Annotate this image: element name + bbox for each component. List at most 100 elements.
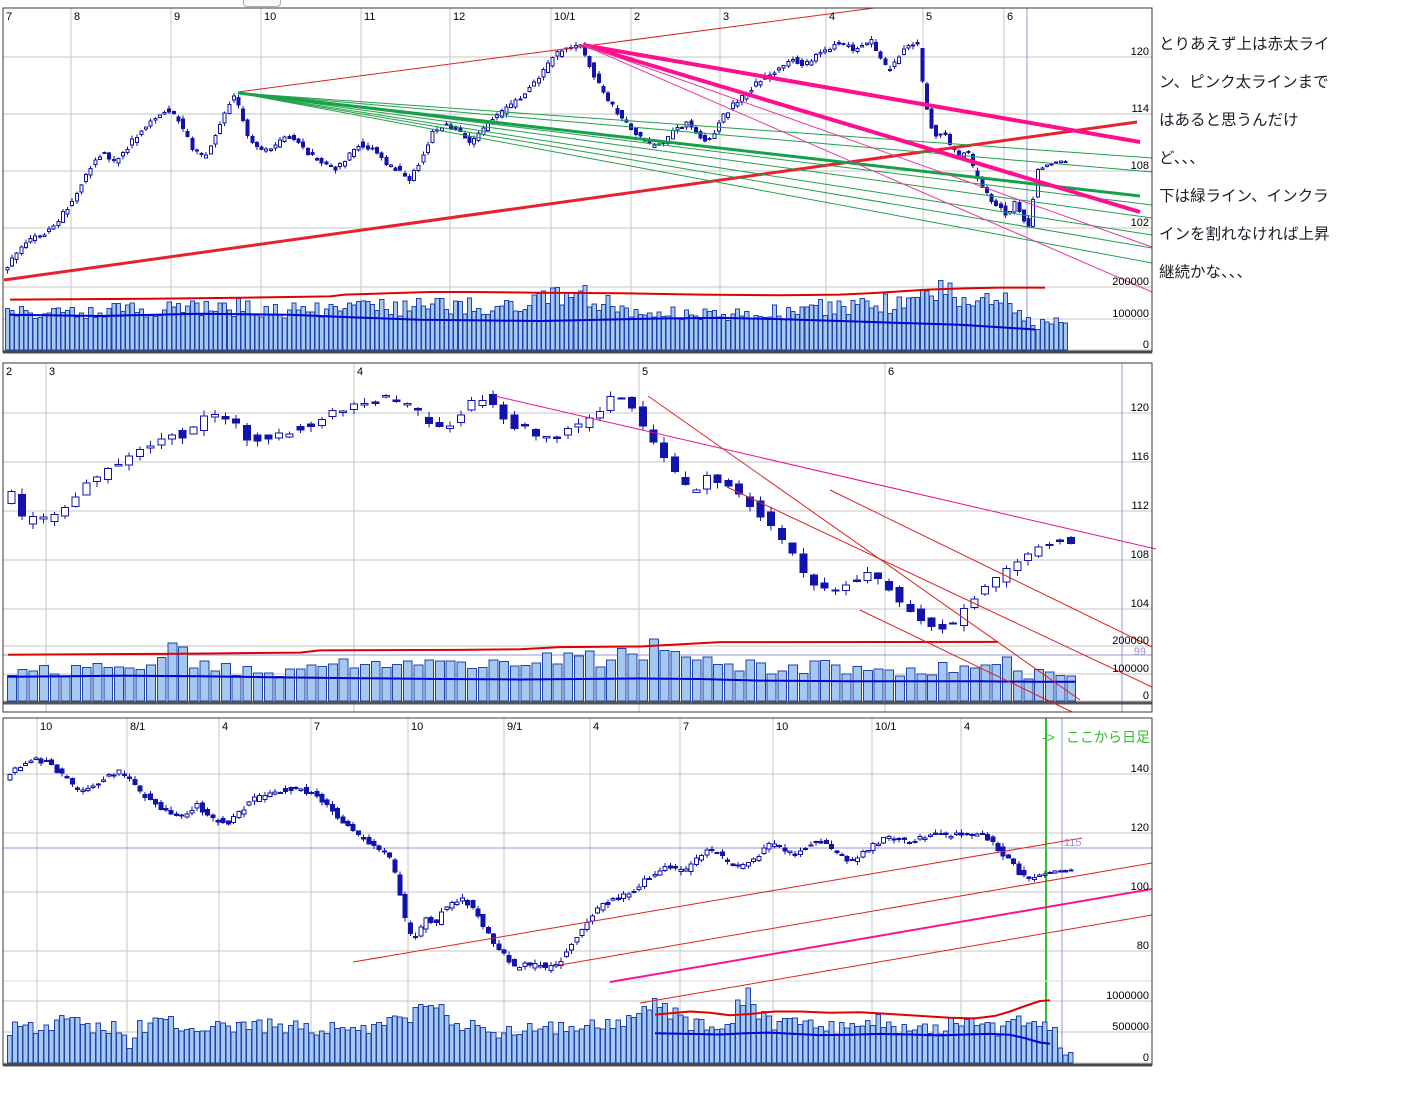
- svg-text:4: 4: [593, 721, 599, 733]
- trend-lines: [494, 395, 1157, 713]
- pink-trend: [609, 888, 1153, 983]
- svg-text:0: 0: [1143, 339, 1149, 351]
- svg-text:120: 120: [1131, 46, 1149, 58]
- svg-text:7: 7: [6, 11, 12, 23]
- top-edge-widget[interactable]: [243, 0, 281, 7]
- svg-text:9: 9: [174, 11, 180, 23]
- trend-lines: [3, 7, 1153, 293]
- price-level-115-label: 115: [1064, 837, 1082, 849]
- svg-text:120: 120: [1131, 822, 1149, 834]
- svg-text:6: 6: [888, 366, 894, 378]
- pink-thick-upper: [582, 43, 1141, 144]
- svg-text:4: 4: [829, 11, 835, 23]
- svg-text:12: 12: [453, 11, 465, 23]
- svg-text:3: 3: [723, 11, 729, 23]
- svg-text:102: 102: [1131, 217, 1149, 229]
- green-fan-2: [237, 92, 1153, 173]
- panel-daily-history: 10 8/1 4 7 10 9/1 4 7 10 10/1 4 140 120 100 80 1000000 5…: [2, 717, 1153, 1067]
- vol-ma-blue: [9, 312, 1036, 331]
- svg-text:6: 6: [1007, 11, 1013, 23]
- gridlines: [3, 718, 1152, 1065]
- panel-frame: [2, 717, 1153, 1066]
- red-thick-support: [3, 120, 1138, 282]
- vol-ma-blue: [654, 1031, 1051, 1045]
- pink-thick-lower: [582, 43, 1141, 214]
- daily-start-label: ここから日足: [1066, 729, 1150, 745]
- green-fan-7: [237, 92, 1153, 264]
- svg-text:2: 2: [634, 11, 640, 23]
- svg-text:2: 2: [6, 366, 12, 378]
- svg-text:5: 5: [642, 366, 648, 378]
- svg-text:9/1: 9/1: [507, 721, 522, 733]
- svg-text:100: 100: [1131, 881, 1149, 893]
- svg-text:8/1: 8/1: [130, 721, 145, 733]
- red-channel-1: [647, 395, 1081, 701]
- pink-thin-2: [582, 44, 1153, 293]
- price-level-99-label: 99: [1133, 646, 1146, 658]
- svg-text:4: 4: [964, 721, 970, 733]
- svg-text:0: 0: [1143, 1052, 1149, 1064]
- pink-trend: [494, 395, 1157, 550]
- annotation-text: とりあえず上は赤太ライ ン、ピンク太ラインまで はあると思うんだけ ど、、、 下…: [1159, 26, 1413, 292]
- guide-lines: [3, 363, 1152, 712]
- axis-labels: 2 3 4 5 6 120 116 112 108 104 200000 100000 0: [6, 366, 1149, 702]
- svg-text:11: 11: [364, 11, 375, 23]
- annotation-line: 継続かな、、、: [1159, 264, 1253, 281]
- svg-text:114: 114: [1131, 103, 1149, 115]
- red-channel-3: [829, 489, 1153, 648]
- green-fan-4: [237, 92, 1153, 219]
- annotation-line: とりあえず上は赤太ライ: [1159, 36, 1330, 53]
- volume-bars: [5, 279, 1069, 351]
- axis-labels: 10 8/1 4 7 10 9/1 4 7 10 10/1 4 140 120 100 80 1000000 5…: [40, 721, 1149, 1064]
- trend-lines: [352, 837, 1153, 1004]
- panel-frame: [2, 7, 1153, 353]
- annotation-line: はあると思うんだけ: [1159, 112, 1299, 129]
- green-fan-6: [237, 92, 1153, 249]
- candlesticks: [7, 390, 1075, 634]
- svg-text:140: 140: [1131, 763, 1149, 775]
- svg-text:500000: 500000: [1112, 1021, 1149, 1033]
- vol-ma-red: [9, 286, 1045, 301]
- annotation-line: ど、、、: [1159, 150, 1205, 167]
- svg-text:104: 104: [1131, 598, 1149, 610]
- svg-text:1000000: 1000000: [1106, 990, 1149, 1002]
- svg-text:100000: 100000: [1112, 663, 1149, 675]
- red-channel-lower: [639, 914, 1153, 1004]
- svg-text:200000: 200000: [1112, 276, 1149, 288]
- vol-ma-blue: [7, 674, 1075, 683]
- red-channel-2: [726, 486, 1153, 688]
- daily-start-arrow: ->: [1042, 729, 1055, 745]
- red-channel-4: [859, 609, 1073, 713]
- guide-lines: [3, 718, 1152, 1065]
- panel-daily-recent: 2 3 4 5 6 120 116 112 108 104 200000 100000 0: [2, 362, 1157, 713]
- svg-text:3: 3: [49, 366, 55, 378]
- svg-text:80: 80: [1137, 940, 1149, 952]
- svg-text:10: 10: [411, 721, 423, 733]
- svg-text:112: 112: [1131, 500, 1149, 512]
- vol-ma-red: [654, 999, 1051, 1020]
- candlesticks: [7, 756, 1074, 974]
- vol-ma-red: [7, 640, 999, 656]
- green-fan-3: [237, 92, 1153, 206]
- svg-text:120: 120: [1131, 402, 1149, 414]
- red-channel-upper: [352, 837, 1083, 963]
- svg-text:5: 5: [926, 11, 932, 23]
- svg-text:10: 10: [264, 11, 276, 23]
- axis-labels: 7 8 9 10 11 12 10/1 2 3 4 5 6 120 114 108 102 200000 1000…: [6, 11, 1149, 351]
- volume-bars: [7, 987, 1074, 1064]
- svg-text:100000: 100000: [1112, 308, 1149, 320]
- svg-text:4: 4: [357, 366, 363, 378]
- svg-text:8: 8: [74, 11, 80, 23]
- svg-text:116: 116: [1131, 451, 1149, 463]
- svg-text:10: 10: [776, 721, 788, 733]
- panel-weekly-long: 7 8 9 10 11 12 10/1 2 3 4 5 6 120 114 108 102 200000 1000…: [2, 7, 1153, 354]
- pink-thin-1: [582, 44, 1153, 248]
- svg-text:7: 7: [314, 721, 320, 733]
- green-fan-5: [237, 92, 1153, 236]
- svg-text:4: 4: [222, 721, 228, 733]
- green-fan-1: [237, 92, 1153, 159]
- svg-text:200000: 200000: [1112, 635, 1149, 647]
- svg-text:10: 10: [40, 721, 52, 733]
- panel-frame: [2, 362, 1153, 713]
